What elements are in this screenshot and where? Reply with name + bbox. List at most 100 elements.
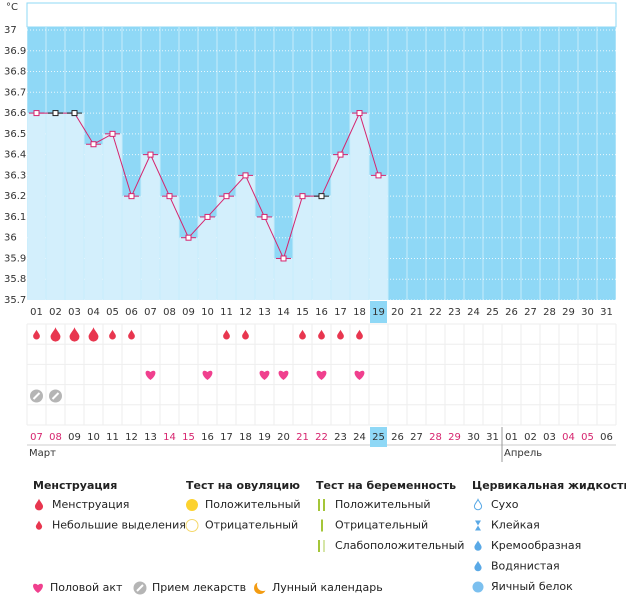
point [280, 255, 287, 262]
legend-icon [257, 579, 269, 591]
point [299, 193, 306, 200]
legend-item: Положительный [205, 498, 301, 511]
bar [103, 133, 122, 300]
calendar-date: 24 [353, 432, 366, 443]
x-tick-label: 17 [334, 307, 347, 318]
x-tick-label: 08 [163, 307, 176, 318]
calendar-date: 30 [467, 432, 480, 443]
bar [122, 196, 141, 300]
point [337, 151, 344, 158]
legend-icon [474, 540, 482, 551]
bar [217, 196, 236, 300]
calendar-date: 23 [334, 432, 347, 443]
x-tick-label: 27 [524, 307, 537, 318]
point [128, 193, 135, 200]
calendar-date: 18 [239, 432, 252, 443]
bar [331, 154, 350, 300]
legend-icon [474, 560, 482, 572]
x-tick-label: 16 [315, 307, 328, 318]
legend-icon [185, 519, 199, 532]
x-tick-label: 25 [486, 307, 499, 318]
x-tick-label: 01 [30, 307, 43, 318]
chart-top [26, 2, 617, 28]
x-tick-label: 21 [410, 307, 423, 318]
calendar-date: 26 [391, 432, 404, 443]
point [318, 193, 325, 200]
y-tick-label: 35.9 [4, 253, 26, 264]
calendar-date: 22 [315, 432, 328, 443]
heart-icon [33, 583, 43, 593]
legend-item: Менструация [52, 498, 129, 511]
legend-item: Отрицательный [335, 519, 428, 532]
bar [160, 196, 179, 300]
menstruation-icon [299, 329, 306, 340]
x-tick-label: 23 [448, 307, 461, 318]
menstruation-icon [128, 329, 135, 340]
bar [84, 144, 103, 300]
calendar-date: 20 [277, 432, 290, 443]
pill-slash [51, 392, 60, 400]
heart-icon [259, 370, 270, 380]
bar [350, 113, 369, 300]
bar [179, 237, 198, 300]
calendar-date: 08 [49, 432, 62, 443]
calendar-date: 03 [543, 432, 556, 443]
y-tick-label: 36.8 [4, 67, 26, 78]
legend-item: Лунный календарь [272, 581, 383, 594]
legend-icon [34, 498, 44, 511]
menstruation-icon [223, 329, 230, 340]
calendar-date: 28 [429, 432, 442, 443]
x-tick-label: 09 [182, 307, 195, 318]
y-tick-label: 36.3 [4, 170, 26, 181]
menstruation-icon [356, 329, 363, 340]
point [261, 213, 268, 220]
point [90, 141, 97, 148]
x-tick-label: 31 [600, 307, 613, 318]
x-tick-label: 30 [581, 307, 594, 318]
bar [46, 113, 65, 300]
point [223, 193, 230, 200]
bar [255, 216, 274, 300]
legend-icon [473, 498, 483, 511]
x-tick-label: 06 [125, 307, 138, 318]
y-tick-label: 36.2 [4, 191, 26, 202]
menstruation-icon [50, 327, 61, 342]
point [242, 172, 249, 179]
legend-icon [35, 520, 43, 530]
x-tick-label: 18 [353, 307, 366, 318]
bar [236, 175, 255, 300]
x-tick-label: 15 [296, 307, 309, 318]
heart-icon [354, 370, 365, 380]
point [185, 234, 192, 241]
calendar-date: 09 [68, 432, 81, 443]
legend-item: Сухо [491, 498, 519, 511]
y-tick-label: 35.7 [4, 295, 26, 306]
calendar-date: 25 [372, 432, 385, 443]
calendar-date: 27 [410, 432, 423, 443]
legend-icon [323, 499, 325, 511]
y-tick-label: 36 [4, 233, 17, 244]
point [204, 213, 211, 220]
menstruation-icon [242, 329, 249, 340]
legend-icon [323, 540, 325, 552]
legend-icon [318, 540, 320, 552]
legend-item: Половой акт [50, 581, 123, 594]
calendar-date: 17 [220, 432, 233, 443]
heart-icon [145, 370, 156, 380]
y-tick-label: 36.5 [4, 129, 26, 140]
legend-icon [321, 519, 323, 532]
month-label: Март [29, 448, 56, 459]
legend-item: Яичный белок [491, 580, 573, 593]
bar [141, 154, 160, 300]
legend-item: Отрицательный [205, 519, 298, 532]
calendar-date: 13 [144, 432, 157, 443]
calendar-date: 31 [486, 432, 499, 443]
menstruation-icon [33, 329, 40, 340]
bar [293, 196, 312, 300]
calendar-highlight [370, 427, 387, 447]
calendar-date: 07 [30, 432, 43, 443]
menstruation-icon [337, 329, 344, 340]
legend-item: Слабоположительный [335, 539, 464, 552]
x-tick-label: 14 [277, 307, 290, 318]
point [109, 130, 116, 137]
